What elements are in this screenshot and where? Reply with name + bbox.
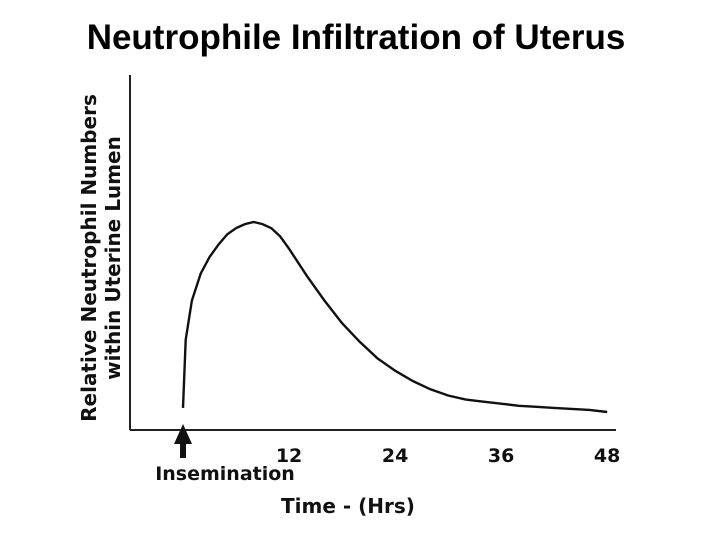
insemination-label: Insemination (155, 463, 295, 485)
slide-title: Neutrophile Infiltration of Uterus (86, 18, 626, 57)
x-axis-title: Time - (Hrs) (281, 494, 415, 518)
x-tick-label: 24 (382, 445, 408, 467)
arrow-head (174, 424, 193, 444)
y-axis-title-line: Relative Neutrophil Numbers (77, 94, 101, 422)
x-tick-labels: 12 24 36 48 (276, 445, 621, 467)
neutrophil-curve (181, 220, 608, 414)
x-tick-label: 36 (488, 445, 514, 467)
y-axis-title: Relative Neutrophil Numbers within Uterin… (77, 94, 125, 422)
insemination-arrow-icon (174, 424, 193, 458)
x-tick-label: 12 (276, 445, 302, 467)
y-axis-title-line: within Uterine Lumen (101, 136, 125, 380)
arrow-shaft (180, 440, 187, 458)
x-tick-label: 48 (594, 445, 620, 467)
